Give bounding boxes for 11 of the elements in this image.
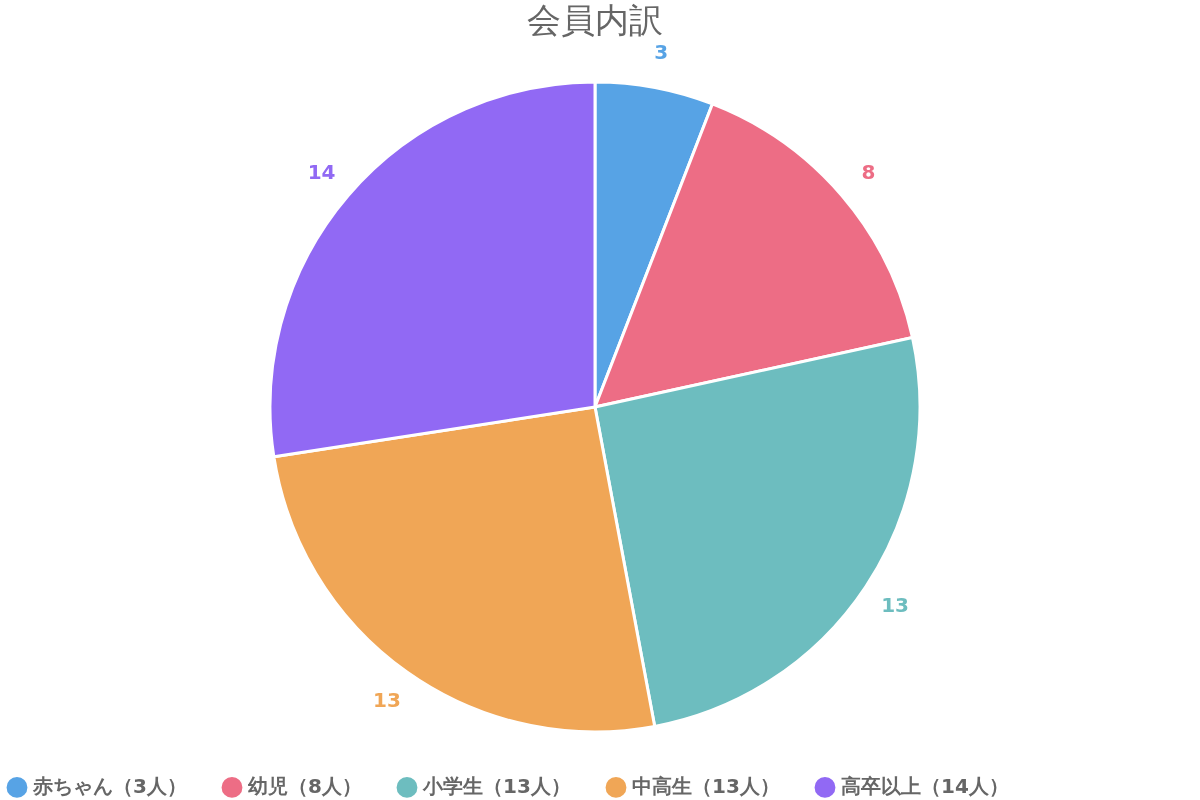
data-label: 8 — [861, 159, 876, 184]
legend-label: 赤ちゃん（3人） — [32, 774, 187, 799]
data-label: 3 — [654, 40, 669, 65]
data-label: 14 — [307, 159, 336, 184]
legend-label: 小学生（13人） — [422, 774, 571, 799]
chart-title: 会員内訳 — [527, 0, 663, 41]
legend-label: 高卒以上（14人） — [841, 774, 1009, 799]
legend-label: 中高生（13人） — [632, 774, 780, 799]
data-label: 13 — [881, 592, 910, 617]
data-label: 13 — [373, 687, 401, 712]
legend-label: 幼児（8人） — [248, 774, 362, 799]
